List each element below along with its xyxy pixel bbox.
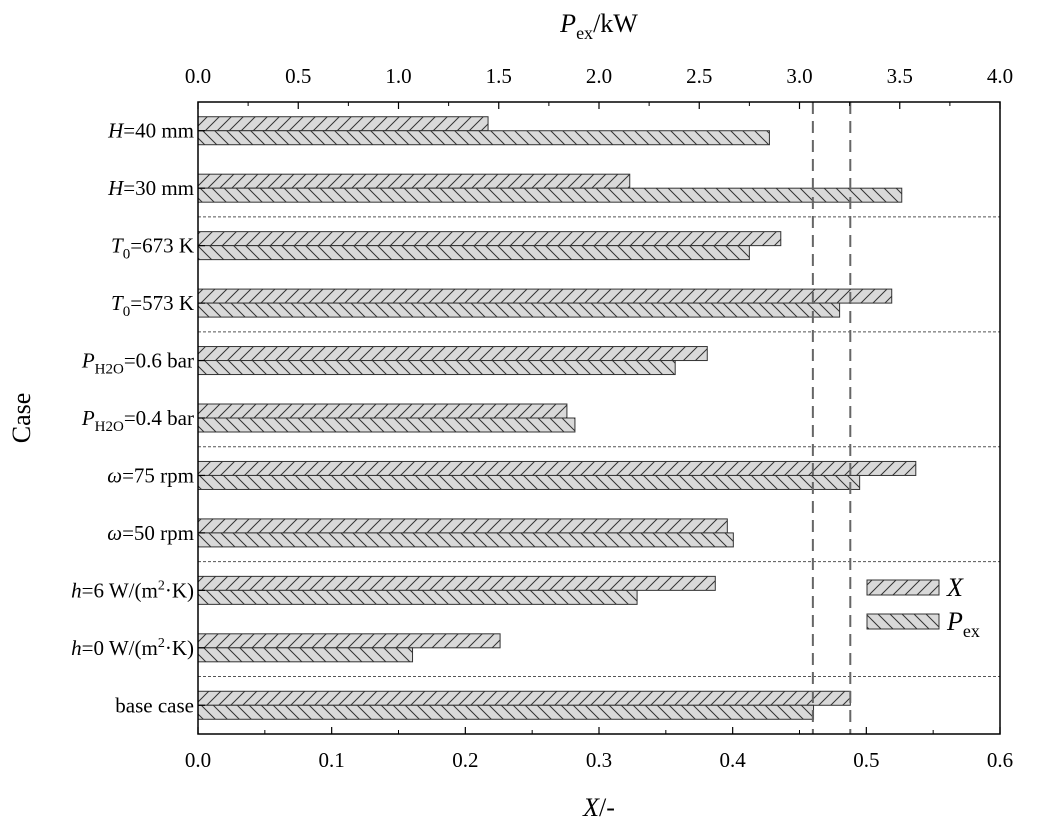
category-label: PH2O=0.4 bar: [81, 406, 194, 435]
bar-x: [197, 460, 917, 476]
bar-pex: [197, 417, 576, 433]
x-tick-label-bottom: 0.2: [452, 748, 478, 772]
bar-x: [197, 173, 631, 189]
labels-layer: X/- Pex/kW Case: [7, 9, 638, 822]
x-tick-label-top: 2.0: [586, 64, 612, 88]
grid-layer: [198, 216, 1000, 678]
bar-x: [197, 116, 489, 132]
bar-x: [197, 403, 568, 419]
x-tick-label-bottom: 0.1: [319, 748, 345, 772]
bar-pex: [197, 589, 638, 605]
category-label: h=6 W/(m2·K): [71, 578, 194, 602]
bar-x: [197, 633, 501, 649]
bar-pex: [197, 704, 815, 720]
bar-x: [197, 346, 708, 362]
category-label: h=0 W/(m2·K): [71, 636, 194, 660]
category-label: T0=573 K: [111, 291, 194, 320]
x-tick-label-top: 1.5: [486, 64, 512, 88]
bar-pex: [197, 187, 903, 203]
x-tick-label-top: 0.0: [185, 64, 211, 88]
x-tick-label-bottom: 0.6: [987, 748, 1013, 772]
bar-x: [197, 288, 893, 304]
bars-layer: [197, 116, 917, 720]
legend-label: X: [946, 573, 964, 602]
category-label: base case: [115, 693, 194, 717]
category-label: T0=673 K: [111, 234, 194, 263]
bar-pex: [197, 245, 750, 261]
x-axis-title-bottom: X/-: [582, 793, 615, 822]
x-tick-label-bottom: 0.0: [185, 748, 211, 772]
category-label: PH2O=0.6 bar: [81, 349, 194, 378]
reference-lines: [811, 102, 852, 734]
x-tick-label-top: 3.0: [786, 64, 812, 88]
category-label: H=40 mm: [107, 119, 194, 143]
bar-x: [197, 231, 782, 247]
bar-x: [197, 575, 716, 591]
bar-pex: [197, 474, 861, 490]
bar-pex: [197, 532, 734, 548]
x-axis-title-top: Pex/kW: [559, 9, 638, 43]
legend-swatch: [866, 613, 940, 630]
legend-label: Pex: [946, 607, 980, 641]
bar-x: [197, 690, 851, 706]
category-label: ω=50 rpm: [107, 521, 194, 545]
legend: X Pex: [866, 573, 980, 641]
axes-layer: 0.0 0.1 0.2 0.3 0.4 0.5 0.6 0.0 0.5 1.0 1.5 2.0 2.5 3…: [71, 64, 1013, 772]
bar-pex: [197, 130, 770, 146]
category-label: H=30 mm: [107, 176, 194, 200]
bar-pex: [197, 647, 414, 663]
bar-pex: [197, 360, 676, 376]
x-tick-label-top: 3.5: [887, 64, 913, 88]
legend-swatch: [866, 579, 940, 596]
x-tick-label-top: 4.0: [987, 64, 1013, 88]
category-label: ω=75 rpm: [107, 463, 194, 487]
y-axis-title: Case: [7, 393, 36, 444]
x-tick-label-bottom: 0.5: [853, 748, 879, 772]
x-tick-label-top: 2.5: [686, 64, 712, 88]
x-tick-label-bottom: 0.4: [720, 748, 747, 772]
x-tick-label-top: 1.0: [385, 64, 411, 88]
x-tick-label-bottom: 0.3: [586, 748, 612, 772]
bar-pex: [197, 302, 841, 318]
x-tick-label-top: 0.5: [285, 64, 311, 88]
bar-x: [197, 518, 728, 534]
